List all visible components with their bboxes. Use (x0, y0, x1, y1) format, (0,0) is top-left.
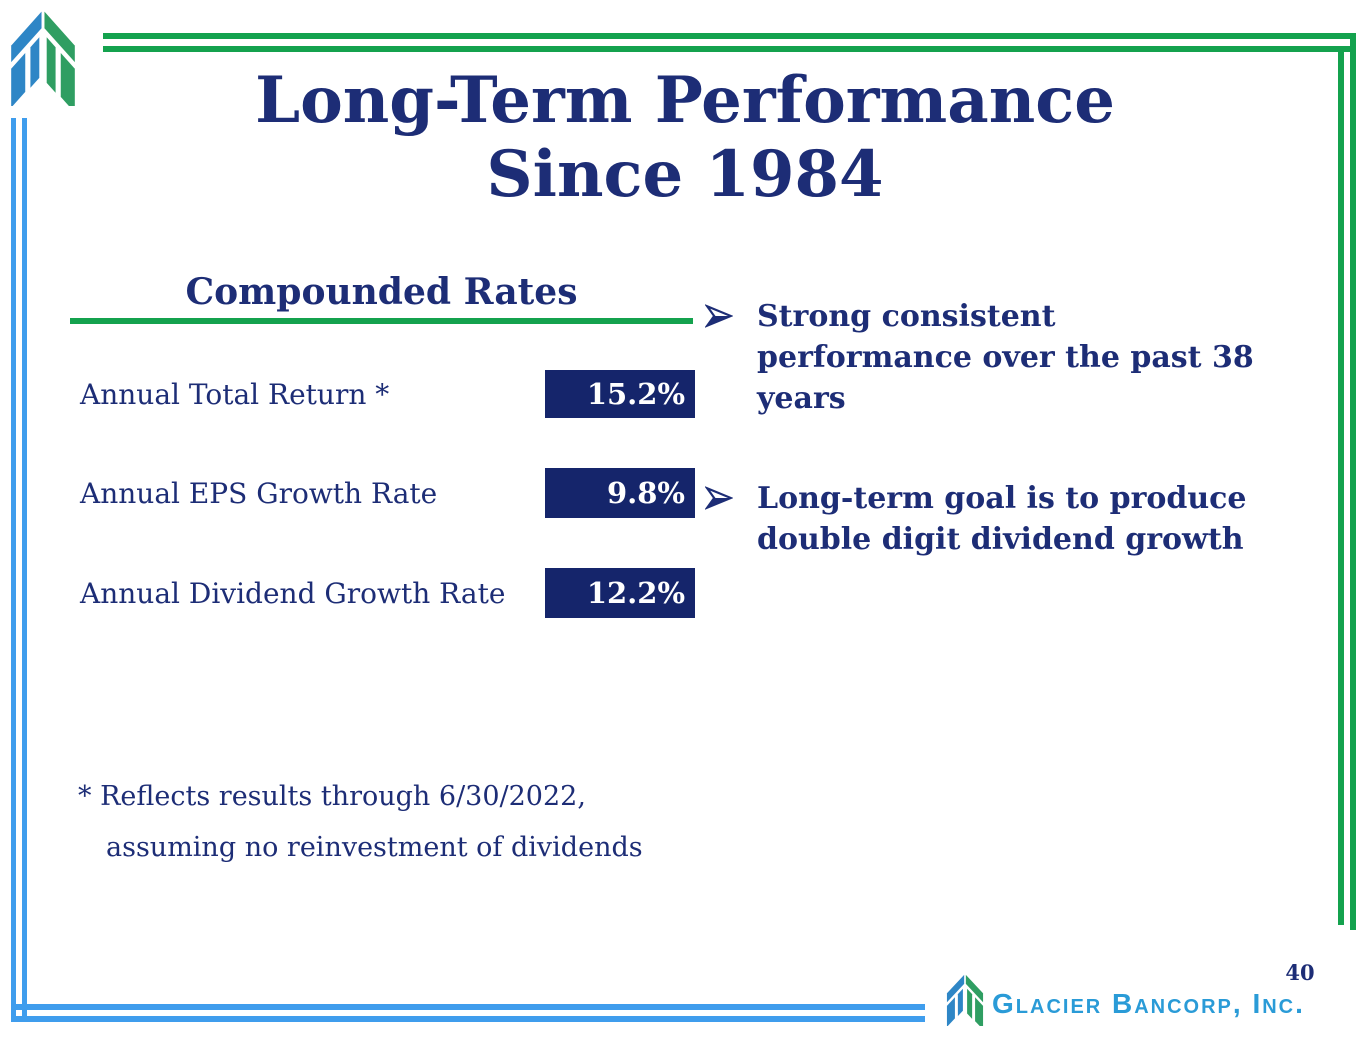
rate-label-dividend-growth: Annual Dividend Growth Rate (80, 576, 506, 610)
company-logo-icon (11, 11, 75, 106)
left-border-outer-line (11, 118, 16, 1022)
bullet-text: Strong consistent performance over the p… (757, 299, 1254, 416)
bottom-border-outer-line (11, 1016, 925, 1022)
rate-value-eps-growth: 9.8% (545, 468, 695, 518)
bullet-text: Long-term goal is to produce double digi… (757, 481, 1247, 557)
bullet-item: Strong consistent performance over the p… (705, 296, 1295, 419)
footnote-line1: * Reflects results through 6/30/2022, (78, 781, 586, 812)
rate-label-eps-growth: Annual EPS Growth Rate (80, 476, 438, 510)
slide-title: Long-Term Performance Since 1984 (90, 64, 1280, 212)
bullet-item: Long-term goal is to produce double digi… (705, 478, 1295, 560)
top-border-inner-line (103, 46, 1356, 52)
arrowhead-bullet-icon (705, 486, 733, 510)
company-name: Glacier Bancorp, Inc. (992, 988, 1305, 1019)
company-branding: Glacier Bancorp, Inc. (944, 974, 1305, 1026)
rates-heading-underline (70, 318, 693, 324)
company-logo-icon (946, 974, 984, 1026)
right-border-inner-line (1338, 52, 1344, 925)
left-border-inner-line (22, 118, 27, 1022)
rate-value-dividend-growth: 12.2% (545, 568, 695, 618)
rate-label-total-return: Annual Total Return * (80, 377, 390, 411)
right-border-outer-line (1350, 33, 1356, 930)
footnote: * Reflects results through 6/30/2022, as… (78, 780, 698, 865)
footnote-line2: assuming no reinvestment of dividends (106, 832, 643, 863)
bottom-border-inner-line (11, 1004, 925, 1010)
rate-value-total-return: 15.2% (545, 370, 695, 418)
slide-title-line1: Long-Term Performance (255, 63, 1115, 138)
slide-title-line2: Since 1984 (486, 137, 884, 212)
top-border-outer-line (103, 33, 1356, 39)
rates-heading: Compounded Rates (185, 271, 578, 313)
arrowhead-bullet-icon (705, 304, 733, 328)
page-number: 40 (1285, 960, 1315, 985)
